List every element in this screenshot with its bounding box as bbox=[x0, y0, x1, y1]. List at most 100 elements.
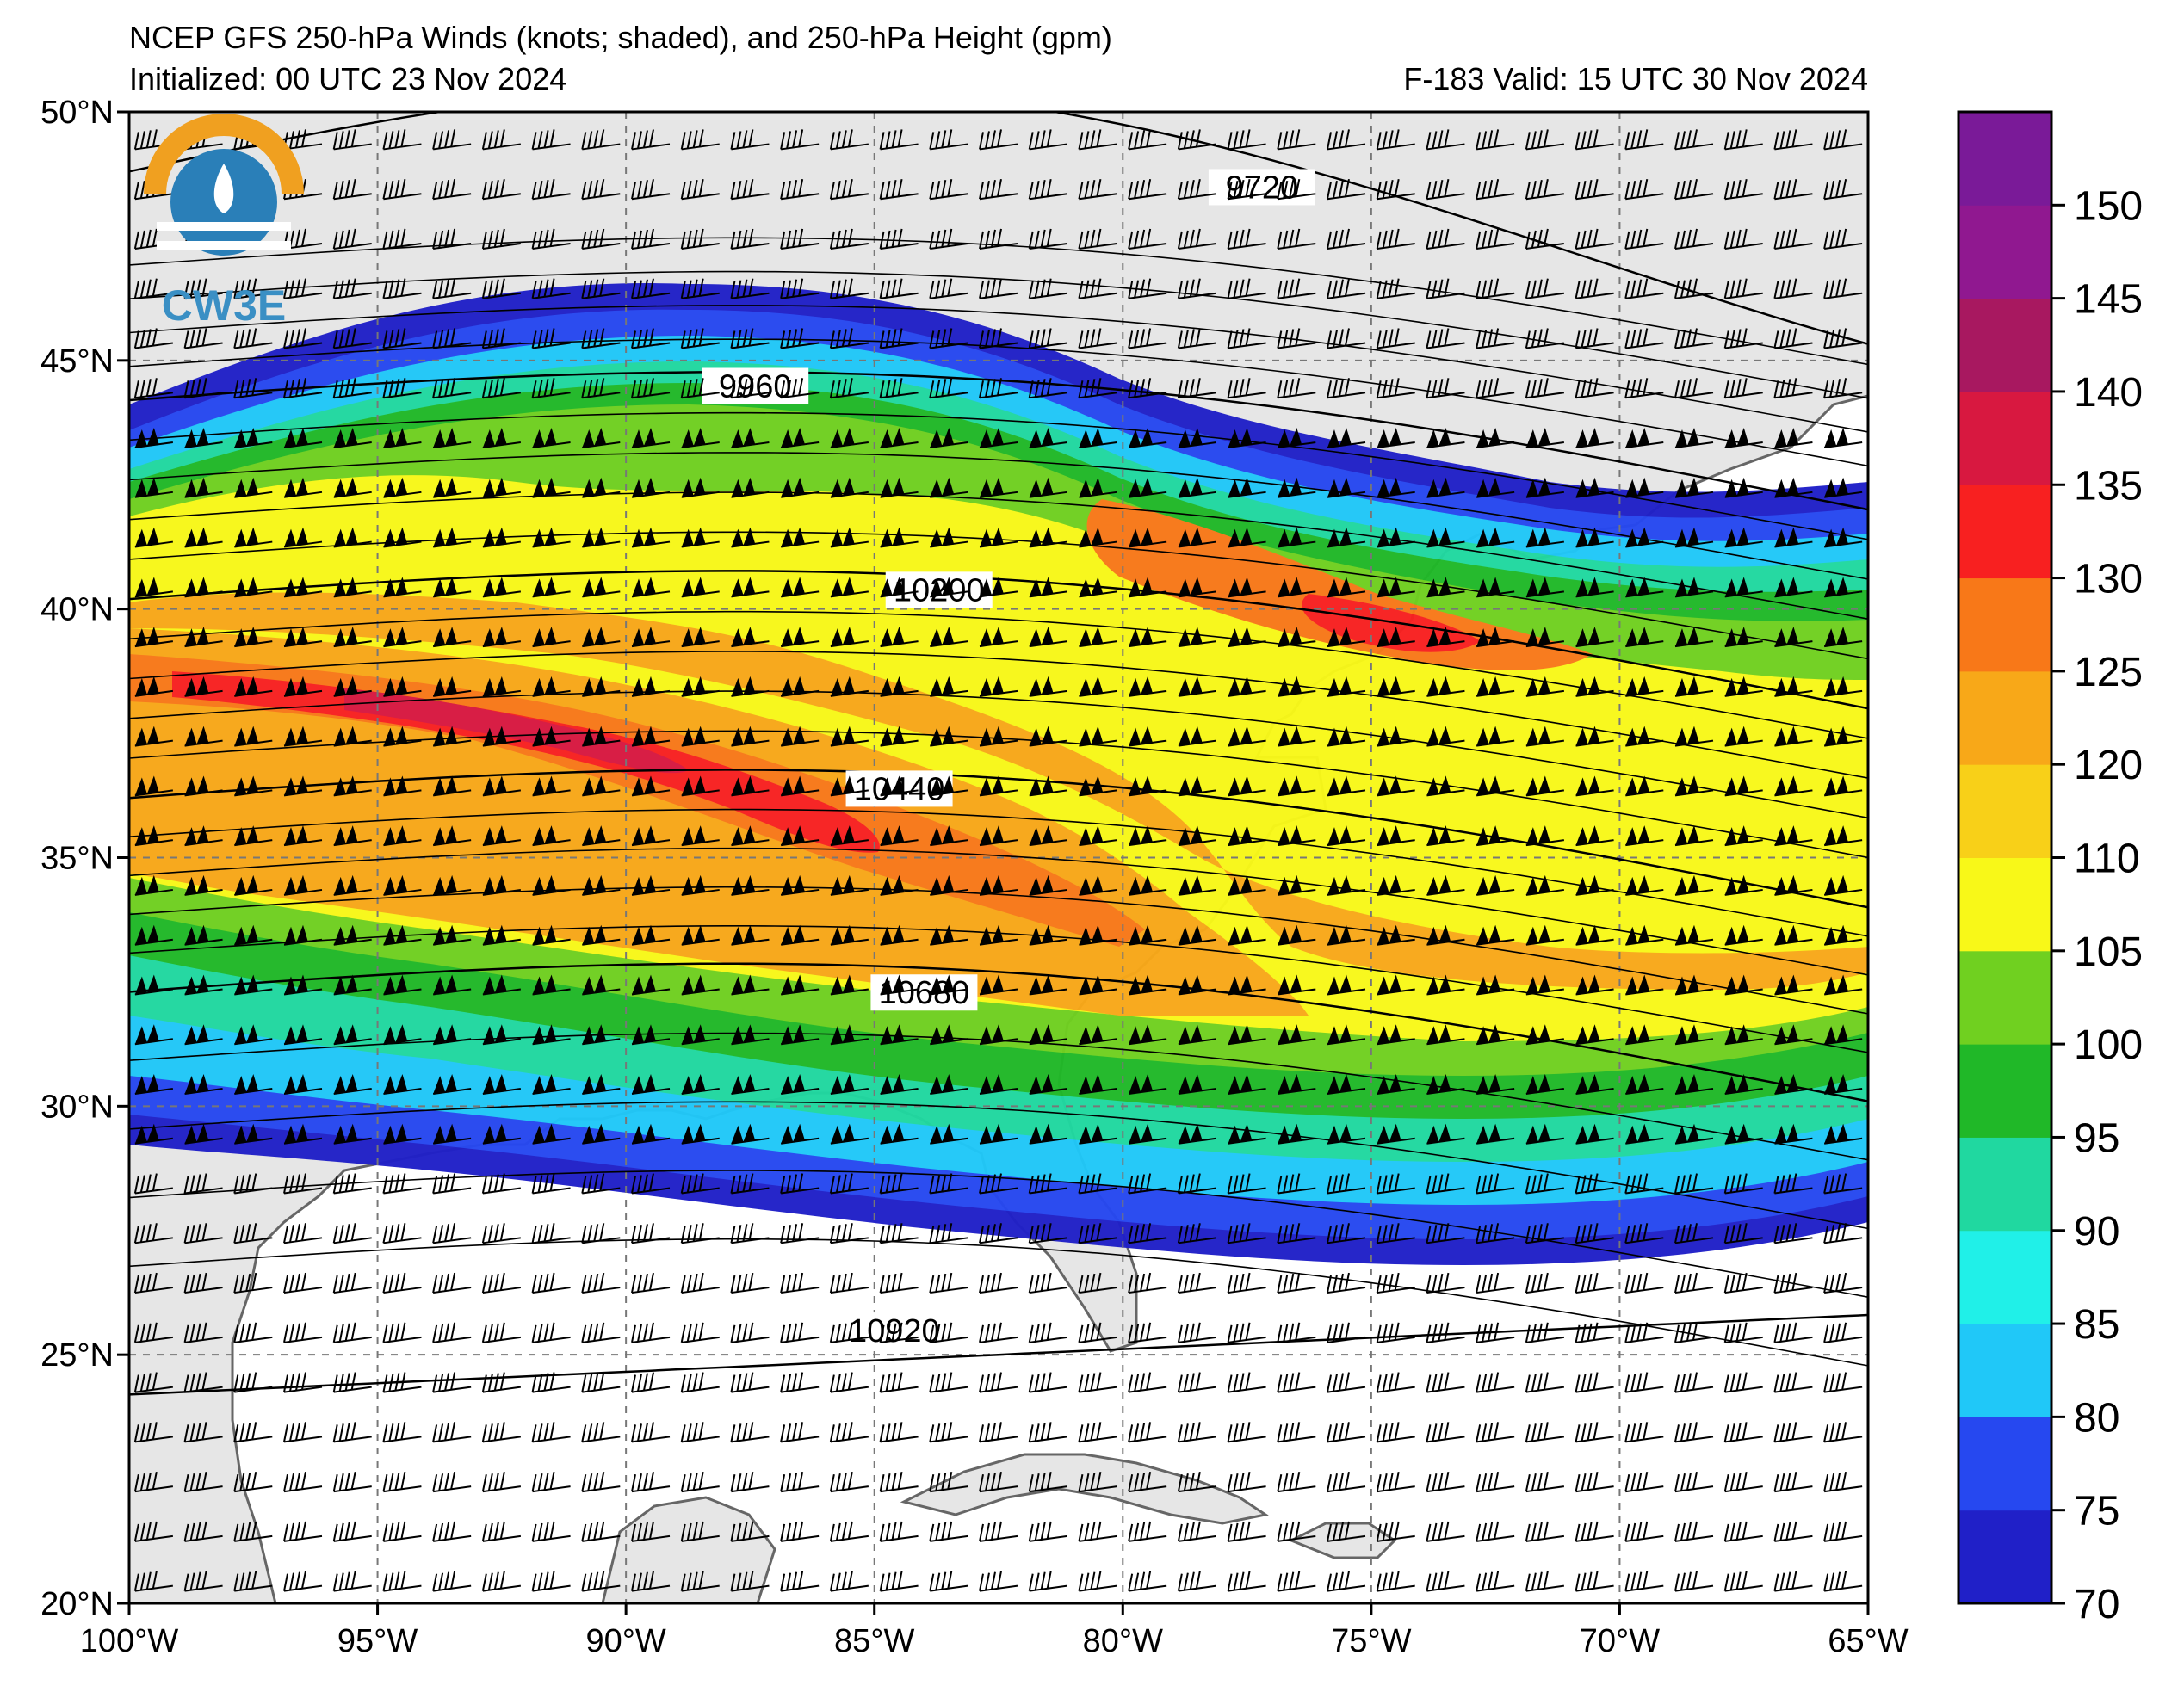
wind-barb bbox=[183, 1571, 223, 1592]
wind-barb bbox=[879, 179, 919, 201]
wind-barb bbox=[631, 1422, 671, 1443]
wind-barb bbox=[581, 1223, 621, 1244]
wind-barb bbox=[134, 1123, 173, 1145]
wind-barb bbox=[183, 378, 223, 399]
wind-barb bbox=[1426, 825, 1465, 847]
wind-barb bbox=[134, 775, 173, 797]
wind-barb bbox=[1824, 577, 1863, 598]
wind-barb bbox=[482, 527, 521, 548]
wind-barb bbox=[1476, 1521, 1515, 1542]
wind-barb bbox=[1078, 1322, 1117, 1343]
wind-barb bbox=[781, 428, 820, 449]
wind-barb bbox=[134, 577, 173, 598]
wind-barb bbox=[1476, 1471, 1515, 1493]
wind-barb bbox=[582, 477, 621, 498]
wind-barb bbox=[383, 1074, 422, 1095]
wind-barb bbox=[880, 775, 919, 797]
wind-barb bbox=[1376, 378, 1415, 399]
wind-barb bbox=[731, 1074, 770, 1095]
wind-barb bbox=[1327, 527, 1366, 548]
wind-barb bbox=[1823, 1272, 1863, 1294]
wind-barb bbox=[631, 129, 671, 151]
wind-barb bbox=[1674, 378, 1714, 399]
wind-barb bbox=[880, 1074, 919, 1095]
wind-barb bbox=[1774, 1074, 1813, 1095]
colorbar-segment bbox=[1958, 1324, 2051, 1417]
wind-barb bbox=[1079, 477, 1117, 498]
wind-barb bbox=[1078, 1372, 1117, 1393]
wind-barb bbox=[582, 428, 621, 449]
wind-barb bbox=[1028, 228, 1067, 250]
wind-barb bbox=[879, 1322, 919, 1343]
wind-barb bbox=[1674, 1521, 1714, 1542]
wind-barb bbox=[781, 627, 820, 648]
wind-barb bbox=[382, 179, 422, 201]
wind-barb bbox=[1228, 775, 1266, 797]
wind-barb bbox=[1377, 577, 1415, 598]
wind-barb bbox=[1773, 1521, 1813, 1542]
height-contour-line bbox=[129, 371, 1868, 511]
wind-barb bbox=[631, 1223, 671, 1244]
wind-barb bbox=[383, 477, 422, 498]
wind-barb bbox=[532, 627, 571, 648]
wind-barb bbox=[979, 1521, 1018, 1542]
wind-barb bbox=[1079, 1024, 1117, 1046]
axis-labels: 100°W 95°W 90°W 85°W 80°W 75°W 70°W 65°W 50°N 45°… bbox=[40, 95, 1909, 1659]
wind-barb bbox=[1575, 1422, 1614, 1443]
height-contour-line bbox=[129, 690, 1868, 819]
wind-barb bbox=[780, 1322, 820, 1343]
wind-barb bbox=[929, 328, 968, 349]
wind-barb bbox=[1078, 1422, 1117, 1443]
wind-barb bbox=[1625, 825, 1664, 847]
wind-barb bbox=[1823, 1372, 1863, 1393]
wind-barb bbox=[1129, 577, 1167, 598]
wind-barb bbox=[1724, 775, 1763, 797]
wind-barb bbox=[1128, 1322, 1167, 1343]
colorbar-label: 95 bbox=[2074, 1115, 2119, 1161]
wind-barb bbox=[1624, 1173, 1664, 1195]
wind-barb bbox=[1525, 1322, 1564, 1343]
logo-arc-icon bbox=[144, 114, 304, 194]
wind-barb bbox=[1177, 179, 1216, 201]
wind-barb bbox=[781, 1074, 820, 1095]
wind-barb bbox=[1029, 676, 1067, 697]
wind-barb bbox=[1575, 1471, 1614, 1493]
wind-barb bbox=[332, 1322, 372, 1343]
wind-barb bbox=[1327, 825, 1366, 847]
wind-barb bbox=[979, 1223, 1018, 1244]
wind-barb bbox=[1327, 577, 1366, 598]
wind-barb bbox=[929, 1223, 968, 1244]
wind-barb bbox=[1277, 278, 1316, 299]
wind-barb bbox=[283, 1272, 323, 1294]
wind-barb bbox=[581, 129, 621, 151]
wind-barb bbox=[1525, 924, 1564, 946]
wind-barb bbox=[1724, 825, 1763, 847]
wind-barb bbox=[1177, 278, 1216, 299]
wind-barb bbox=[581, 328, 621, 349]
wind-barb bbox=[1625, 477, 1664, 498]
wind-barb bbox=[879, 1471, 919, 1493]
wind-barb bbox=[1774, 676, 1813, 697]
wind-barb bbox=[532, 775, 571, 797]
wind-barb bbox=[681, 1123, 720, 1145]
wind-barb bbox=[730, 1223, 770, 1244]
wind-barb bbox=[781, 726, 820, 747]
wind-barb bbox=[532, 527, 571, 548]
init-time: Initialized: 00 UTC 23 Nov 2024 bbox=[129, 61, 566, 96]
wind-barb bbox=[979, 328, 1018, 349]
wind-barb bbox=[1824, 627, 1863, 648]
wind-barb bbox=[1426, 1571, 1465, 1592]
wind-barb bbox=[582, 726, 621, 747]
wind-barb bbox=[979, 378, 1018, 399]
wind-barb bbox=[1624, 1223, 1664, 1244]
wind-barb bbox=[1227, 1422, 1266, 1443]
wind-barb bbox=[481, 1422, 521, 1443]
wind-barb bbox=[780, 129, 820, 151]
wind-barb bbox=[1674, 129, 1714, 151]
wind-barb bbox=[333, 676, 372, 697]
wind-barb bbox=[383, 825, 422, 847]
height-contour-line bbox=[129, 886, 1868, 1015]
wind-barb bbox=[1476, 1173, 1515, 1195]
wind-barb bbox=[183, 1223, 223, 1244]
wind-barb bbox=[1476, 874, 1515, 896]
